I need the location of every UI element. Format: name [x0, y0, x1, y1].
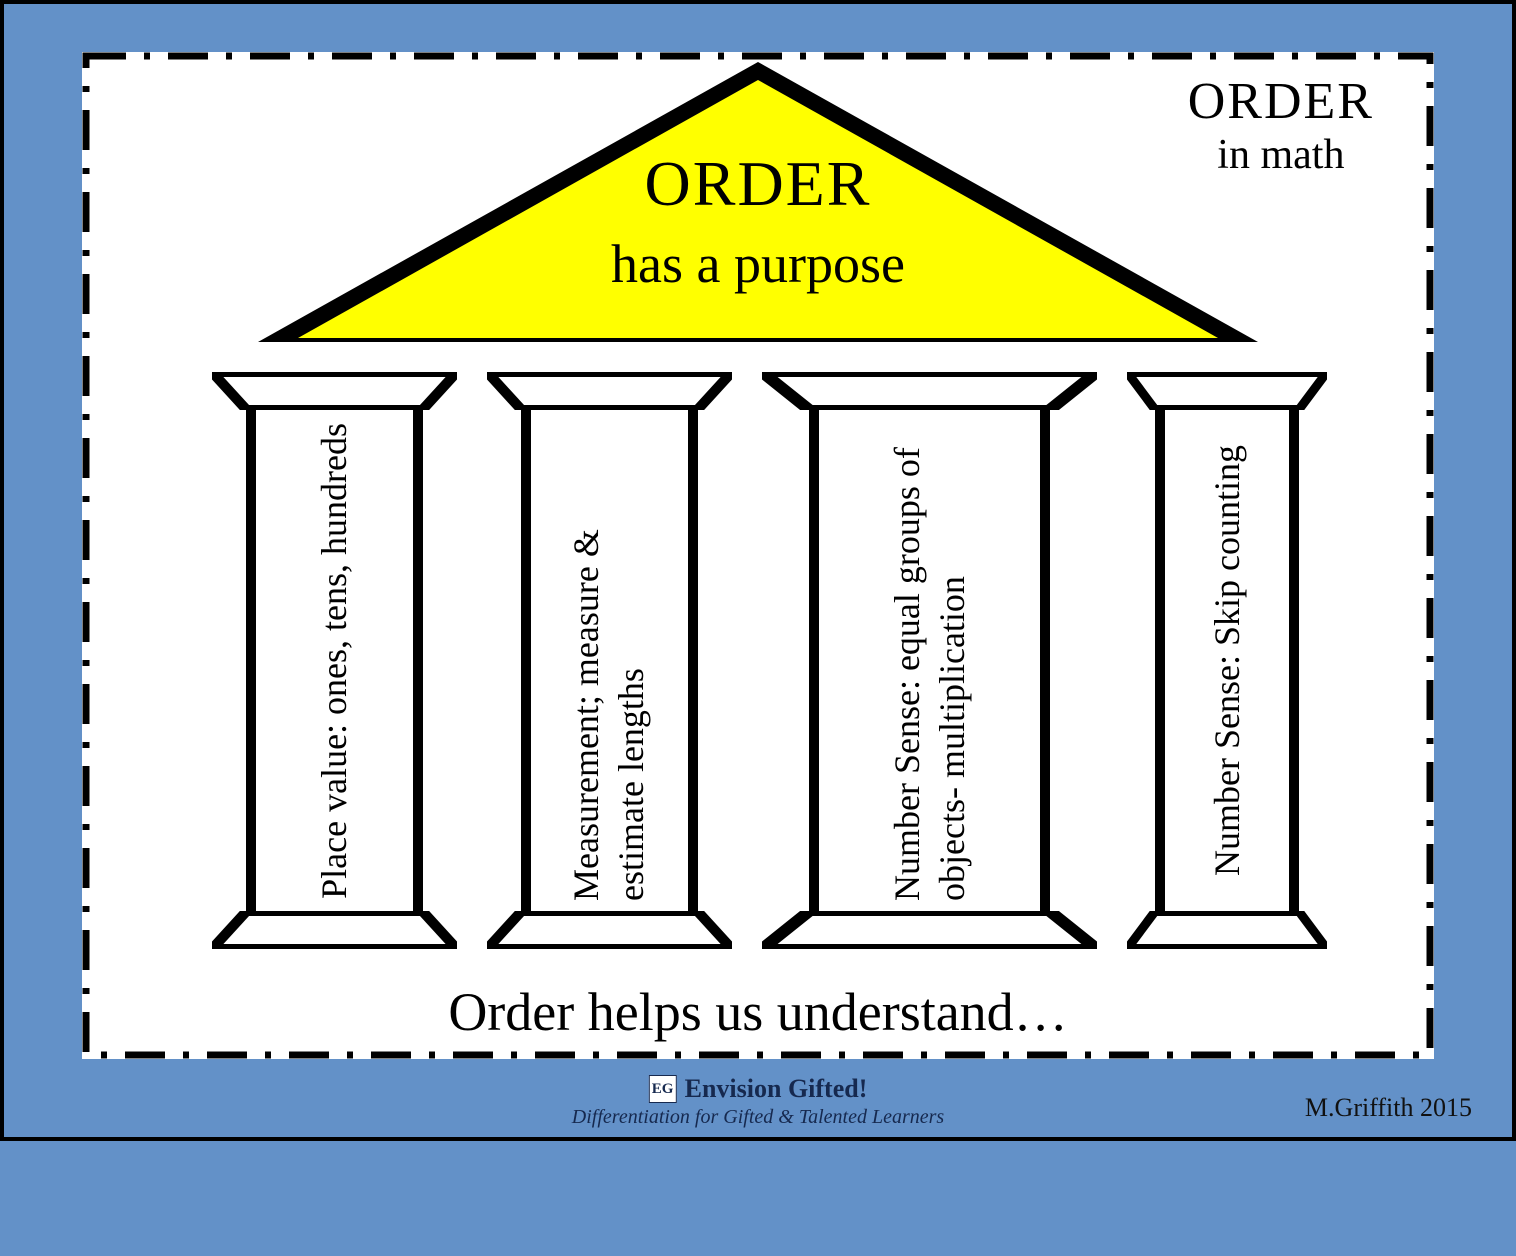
- pillar-label: Number Sense: Skip counting: [1205, 435, 1250, 886]
- content-panel: ORDER in math ORDER has a purpose Place …: [82, 52, 1434, 1059]
- pillar-body: Number Sense: Skip counting: [1155, 410, 1299, 911]
- pillar-cap: [762, 372, 1097, 410]
- footer-brand: EG Envision Gifted! Differentiation for …: [572, 1074, 944, 1129]
- pillar-body: Measurement; measure & estimate lengths: [521, 410, 697, 911]
- temple-diagram: ORDER has a purpose Place value: ones, t…: [182, 62, 1334, 959]
- foundation-text: Order helps us understand…: [82, 981, 1434, 1043]
- pillars-row: Place value: ones, tens, hundreds Measur…: [212, 372, 1304, 949]
- pillar-body: Place value: ones, tens, hundreds: [246, 410, 422, 911]
- pillar-1: Place value: ones, tens, hundreds: [212, 372, 457, 949]
- pillar-base: [212, 911, 457, 949]
- roof-text: ORDER has a purpose: [182, 147, 1334, 295]
- pillar-4: Number Sense: Skip counting: [1127, 372, 1327, 949]
- pillar-3: Number Sense: equal groups of objects- m…: [762, 372, 1097, 949]
- roof: ORDER has a purpose: [182, 62, 1334, 342]
- pillar-label: Number Sense: equal groups of objects- m…: [885, 410, 975, 911]
- pillar-cap: [1127, 372, 1327, 410]
- brand-name: Envision Gifted!: [685, 1074, 868, 1104]
- pillar-body: Number Sense: equal groups of objects- m…: [809, 410, 1050, 911]
- pillar-cap: [487, 372, 732, 410]
- pillar-label: Measurement; measure & estimate lengths: [564, 410, 654, 911]
- pillar-base: [762, 911, 1097, 949]
- pillar-base: [1127, 911, 1327, 949]
- pillar-cap: [212, 372, 457, 410]
- roof-line1: ORDER: [182, 147, 1334, 221]
- pillar-2: Measurement; measure & estimate lengths: [487, 372, 732, 949]
- roof-line2: has a purpose: [182, 233, 1334, 295]
- pillar-base: [487, 911, 732, 949]
- attribution-text: M.Griffith 2015: [1305, 1093, 1472, 1123]
- pillar-label: Place value: ones, tens, hundreds: [312, 413, 357, 909]
- brand-tagline: Differentiation for Gifted & Talented Le…: [572, 1106, 944, 1129]
- brand-logo-icon: EG: [649, 1075, 677, 1103]
